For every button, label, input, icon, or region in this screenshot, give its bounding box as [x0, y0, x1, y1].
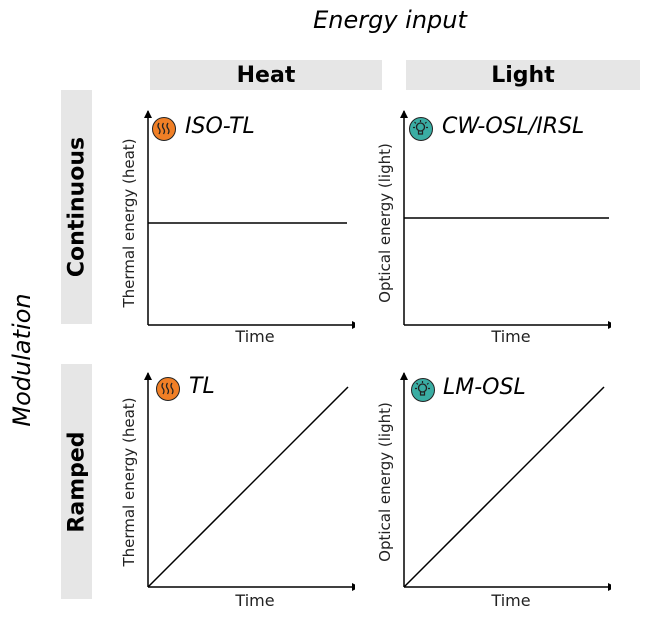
modulation-axis-title: Modulation	[8, 293, 36, 427]
light-bulb-icon	[409, 117, 433, 141]
panel-tl: TL Thermal energy (heat) Time	[115, 370, 355, 610]
panel-title-tl: TL	[189, 374, 215, 399]
row-header-ramped: Ramped	[61, 364, 92, 599]
panel-title-lm-osl: LM-OSL	[443, 375, 526, 400]
lm-osl-ramp-line	[403, 386, 605, 588]
panel-tl-axes	[144, 372, 355, 591]
heat-waves-icon	[152, 117, 176, 141]
panel-cw-osl: CW-OSL/IRSL Optical energy (light) Time	[371, 108, 611, 348]
heat-waves-icon	[156, 377, 180, 401]
x-axis-label-time: Time	[491, 327, 531, 346]
panel-lm-osl-axes	[400, 372, 611, 591]
panel-iso-tl-axes	[144, 110, 355, 329]
column-header-light: Light	[406, 60, 640, 90]
energy-input-title: Energy input	[313, 6, 467, 34]
y-axis-label-thermal: Thermal energy (heat)	[120, 397, 138, 567]
column-header-heat: Heat	[150, 60, 382, 90]
y-axis-label-optical: Optical energy (light)	[376, 402, 394, 562]
x-axis-label-time: Time	[235, 327, 275, 346]
x-axis-label-time: Time	[491, 591, 531, 610]
panel-iso-tl: ISO-TL Thermal energy (heat) Time	[115, 108, 355, 348]
light-bulb-icon	[411, 378, 435, 402]
y-axis-label-thermal: Thermal energy (heat)	[120, 138, 138, 308]
y-axis-label-optical: Optical energy (light)	[376, 143, 394, 303]
panel-lm-osl: LM-OSL Optical energy (light) Time	[371, 370, 611, 610]
row-header-continuous: Continuous	[61, 90, 92, 324]
x-axis-label-time: Time	[235, 591, 275, 610]
panel-title-iso-tl: ISO-TL	[185, 114, 255, 139]
panel-cw-osl-axes	[400, 110, 611, 329]
tl-ramp-line	[147, 386, 349, 588]
panel-title-cw-osl: CW-OSL/IRSL	[442, 114, 585, 139]
